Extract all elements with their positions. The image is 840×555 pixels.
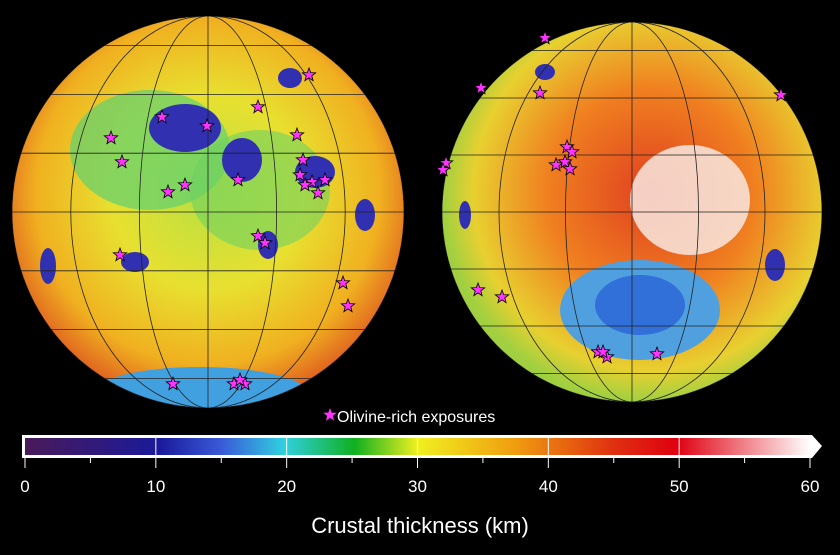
- olivine-star-marker: [112, 246, 128, 262]
- olivine-star-marker: [160, 183, 176, 199]
- olivine-star-marker: [177, 176, 193, 192]
- olivine-star-marker: [773, 86, 789, 102]
- olivine-markers: [103, 29, 789, 391]
- olivine-star-marker: [470, 281, 486, 297]
- olivine-star-marker: [257, 234, 273, 250]
- olivine-star-marker: [250, 98, 266, 114]
- olivine-star-marker: [310, 184, 326, 200]
- colorbar-title: Crustal thickness (km): [311, 513, 529, 538]
- olivine-star-marker: [114, 153, 130, 169]
- colorbar-tick-label: 0: [20, 477, 29, 496]
- olivine-star-marker: [340, 297, 356, 313]
- olivine-star-marker: [473, 79, 489, 95]
- colorbar: 0 10 20 30 40 50 60 Crustal thickness (km): [20, 435, 822, 538]
- olivine-star-marker: [295, 151, 311, 167]
- legend-label: Olivine-rich exposures: [337, 409, 495, 426]
- olivine-star-marker: [532, 84, 548, 100]
- olivine-star-marker: [649, 345, 665, 361]
- colorbar-tick-label: 50: [670, 477, 689, 496]
- olivine-star-marker: [103, 129, 119, 145]
- olivine-star-marker: [250, 227, 266, 243]
- colorbar-tick-label: 20: [277, 477, 296, 496]
- olivine-star-marker: [537, 29, 553, 45]
- olivine-star-marker: [317, 171, 333, 187]
- olivine-star-marker: [304, 173, 320, 189]
- legend: Olivine-rich exposures: [323, 408, 495, 426]
- olivine-star-marker: [564, 143, 580, 159]
- olivine-star-marker: [435, 161, 451, 177]
- colorbar-tick-label: 30: [408, 477, 427, 496]
- olivine-star-marker: [165, 375, 181, 391]
- olivine-star-marker: [335, 274, 351, 290]
- colorbar-tick-label: 10: [146, 477, 165, 496]
- colorbar-tick-label: 60: [801, 477, 820, 496]
- olivine-star-marker: [199, 117, 215, 133]
- olivine-star-marker: [301, 66, 317, 82]
- olivine-star-marker: [230, 171, 246, 187]
- olivine-star-marker: [548, 156, 564, 172]
- olivine-star-marker: [494, 288, 510, 304]
- olivine-star-marker: [292, 166, 308, 182]
- graticule: [12, 16, 822, 408]
- olivine-star-marker: [562, 160, 578, 176]
- olivine-star-marker: [557, 153, 573, 169]
- olivine-star-marker: [232, 371, 248, 387]
- olivine-star-marker: [154, 108, 170, 124]
- olivine-star-marker: [289, 126, 305, 142]
- star-icon: [323, 408, 337, 421]
- olivine-star-marker: [595, 343, 611, 359]
- colorbar-tick-label: 40: [539, 477, 558, 496]
- olivine-star-marker: [438, 154, 454, 170]
- olivine-star-marker: [297, 176, 313, 192]
